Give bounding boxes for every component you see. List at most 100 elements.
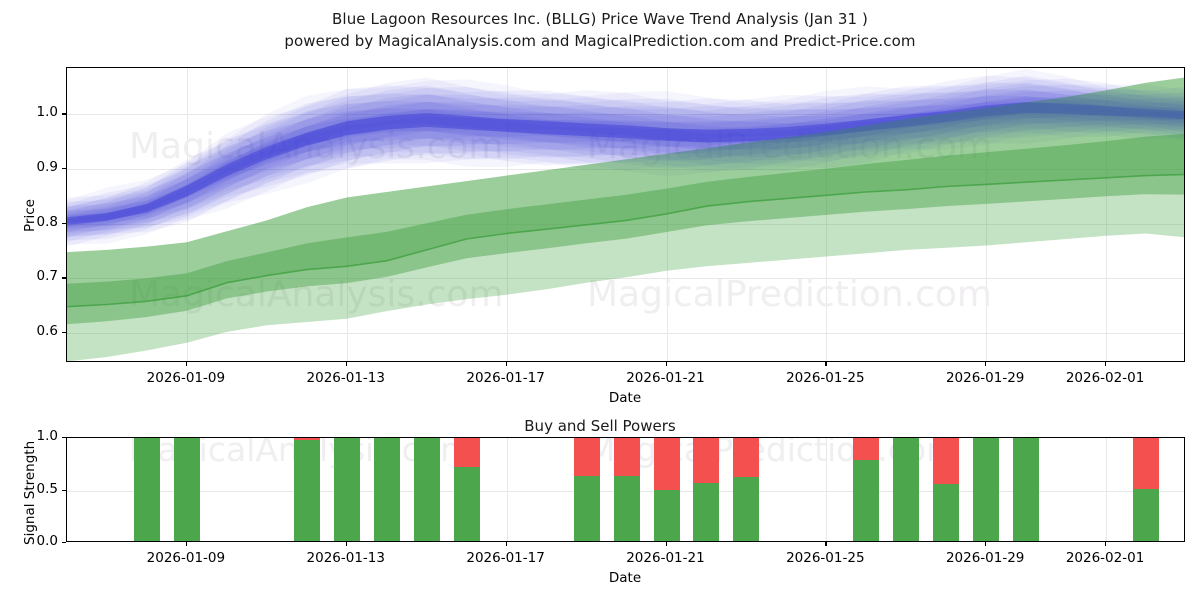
signal-bar[interactable] xyxy=(133,438,160,541)
signal-bar[interactable] xyxy=(693,438,720,541)
price-x-tick-label: 2026-01-17 xyxy=(466,370,545,386)
signal-y-axis-label: Signal Strength xyxy=(22,440,38,545)
price-gridline-horizontal xyxy=(67,169,1184,171)
price-x-tick-mark xyxy=(825,362,827,366)
signal-gridline-vertical xyxy=(826,438,828,541)
price-x-tick-label: 2026-01-13 xyxy=(306,370,385,386)
signal-x-tick-label: 2026-01-17 xyxy=(466,550,545,566)
price-x-tick-label: 2026-02-01 xyxy=(1065,370,1145,386)
signal-x-tick-label: 2026-02-01 xyxy=(1065,550,1145,566)
signal-x-tick-mark xyxy=(665,542,667,546)
sell-power-segment xyxy=(933,438,960,485)
price-x-tick-mark xyxy=(985,362,987,366)
price-y-tick-label: 1.0 xyxy=(36,104,58,121)
signal-bar[interactable] xyxy=(973,438,1000,541)
buy-power-segment xyxy=(1013,438,1040,541)
price-gridline-horizontal xyxy=(67,114,1184,116)
price-y-tick-label: 0.7 xyxy=(36,268,58,285)
sell-power-segment xyxy=(613,438,640,476)
price-y-tick-label: 0.8 xyxy=(36,213,58,230)
signal-x-tick-mark xyxy=(825,542,827,546)
price-x-tick-mark xyxy=(665,362,667,366)
price-x-tick-label: 2026-01-09 xyxy=(146,370,226,386)
price-gridline-vertical xyxy=(986,68,988,361)
buy-power-segment xyxy=(973,438,1000,541)
price-x-tick-label: 2026-01-29 xyxy=(945,370,1025,386)
price-x-tick-mark xyxy=(505,362,507,366)
signal-x-tick-mark xyxy=(345,542,348,546)
signal-y-tick-mark xyxy=(62,542,66,544)
signal-bar[interactable] xyxy=(893,438,920,541)
signal-bar[interactable] xyxy=(1133,438,1159,541)
price-x-tick-label: 2026-01-25 xyxy=(786,370,865,386)
signal-bar[interactable] xyxy=(573,438,600,541)
signal-gridline-vertical xyxy=(1106,438,1108,541)
price-gridline-horizontal xyxy=(67,333,1184,334)
buy-power-segment xyxy=(853,460,880,541)
sell-power-segment xyxy=(1133,438,1159,489)
signal-bar[interactable] xyxy=(733,438,760,541)
price-y-tick-label: 0.9 xyxy=(36,159,58,176)
green-inner-band xyxy=(67,133,1184,325)
signal-x-tick-mark xyxy=(505,542,507,546)
price-gridline-vertical xyxy=(506,68,508,361)
signal-x-axis-label: Date xyxy=(608,570,642,586)
buy-power-segment xyxy=(293,440,320,541)
buy-power-segment xyxy=(613,475,640,541)
green-trend-line xyxy=(67,173,1184,308)
price-y-axis-label: Price xyxy=(22,199,38,232)
price-y-tick-mark xyxy=(62,332,66,334)
price-x-tick-label: 2026-01-21 xyxy=(626,370,705,386)
price-x-tick-mark xyxy=(185,362,188,366)
buy-power-segment xyxy=(653,489,680,541)
buy-power-segment xyxy=(453,466,480,541)
chart-title-line2: powered by MagicalAnalysis.com and Magic… xyxy=(284,32,916,50)
signal-bar[interactable] xyxy=(413,438,440,541)
signal-bar[interactable] xyxy=(933,438,960,541)
price-y-tick-mark xyxy=(62,277,66,279)
buy-power-segment xyxy=(693,483,720,541)
signal-x-tick-label: 2026-01-13 xyxy=(306,550,385,566)
sell-power-segment xyxy=(693,438,720,484)
blue-wave-layer xyxy=(67,68,1184,245)
signal-x-tick-label: 2026-01-25 xyxy=(786,550,865,566)
sell-power-segment xyxy=(573,438,600,476)
signal-x-tick-label: 2026-01-29 xyxy=(945,550,1025,566)
signal-y-tick-label: 1.0 xyxy=(36,428,58,444)
price-y-tick-mark xyxy=(62,168,66,170)
buy-power-segment xyxy=(373,438,400,541)
buy-power-segment xyxy=(893,438,920,541)
signal-y-tick-mark xyxy=(62,489,66,491)
signal-bar[interactable] xyxy=(293,438,320,541)
signal-gridline-vertical xyxy=(506,438,508,541)
signal-bar[interactable] xyxy=(173,438,200,541)
signal-bar[interactable] xyxy=(1013,438,1040,541)
sell-power-segment xyxy=(853,438,880,461)
signal-y-tick-label: 0.0 xyxy=(36,533,58,549)
signal-x-tick-label: 2026-01-21 xyxy=(626,550,705,566)
signal-bar[interactable] xyxy=(613,438,640,541)
signal-bar[interactable] xyxy=(373,438,400,541)
signal-bar[interactable] xyxy=(453,438,480,541)
sell-power-segment xyxy=(293,438,320,441)
sell-power-segment xyxy=(733,438,760,477)
signal-bar[interactable] xyxy=(853,438,880,541)
signal-x-tick-mark xyxy=(985,542,987,546)
price-gridline-vertical xyxy=(346,68,348,361)
price-gridline-vertical xyxy=(1106,68,1108,361)
signal-bar[interactable] xyxy=(653,438,680,541)
price-chart-plot-area: MagicalAnalysis.com MagicalPrediction.com… xyxy=(66,67,1185,362)
price-wave-bands xyxy=(67,68,1184,361)
price-y-tick-mark xyxy=(62,113,66,115)
signal-x-tick-label: 2026-01-09 xyxy=(146,550,226,566)
price-gridline-horizontal xyxy=(67,278,1184,280)
signal-chart-title: Buy and Sell Powers xyxy=(524,417,676,435)
signal-bar[interactable] xyxy=(333,438,360,541)
price-gridline-horizontal xyxy=(67,223,1184,225)
price-gridline-vertical xyxy=(826,68,828,361)
buy-power-segment xyxy=(933,484,960,541)
signal-x-tick-mark xyxy=(185,542,188,546)
buy-power-segment xyxy=(1133,488,1159,541)
buy-power-segment xyxy=(733,477,760,541)
buy-power-segment xyxy=(573,475,600,541)
